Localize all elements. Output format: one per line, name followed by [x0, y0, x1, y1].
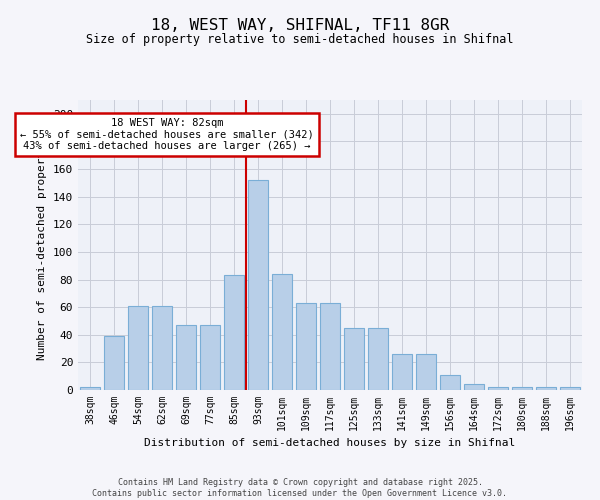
Bar — [152, 306, 172, 390]
Bar — [344, 328, 364, 390]
Text: Contains HM Land Registry data © Crown copyright and database right 2025.
Contai: Contains HM Land Registry data © Crown c… — [92, 478, 508, 498]
Bar — [440, 375, 460, 390]
Bar — [320, 303, 340, 390]
Bar — [392, 354, 412, 390]
Text: Size of property relative to semi-detached houses in Shifnal: Size of property relative to semi-detach… — [86, 32, 514, 46]
Y-axis label: Number of semi-detached properties: Number of semi-detached properties — [37, 130, 47, 360]
Bar — [416, 354, 436, 390]
Text: 18, WEST WAY, SHIFNAL, TF11 8GR: 18, WEST WAY, SHIFNAL, TF11 8GR — [151, 18, 449, 32]
X-axis label: Distribution of semi-detached houses by size in Shifnal: Distribution of semi-detached houses by … — [145, 438, 515, 448]
Bar — [464, 384, 484, 390]
Bar — [488, 387, 508, 390]
Bar — [248, 180, 268, 390]
Bar — [104, 336, 124, 390]
Bar — [80, 387, 100, 390]
Bar — [176, 325, 196, 390]
Bar — [368, 328, 388, 390]
Bar — [128, 306, 148, 390]
Bar — [200, 325, 220, 390]
Bar — [272, 274, 292, 390]
Bar — [224, 276, 244, 390]
Bar — [560, 387, 580, 390]
Text: 18 WEST WAY: 82sqm
← 55% of semi-detached houses are smaller (342)
43% of semi-d: 18 WEST WAY: 82sqm ← 55% of semi-detache… — [20, 118, 314, 151]
Bar — [512, 387, 532, 390]
Bar — [536, 387, 556, 390]
Bar — [296, 303, 316, 390]
